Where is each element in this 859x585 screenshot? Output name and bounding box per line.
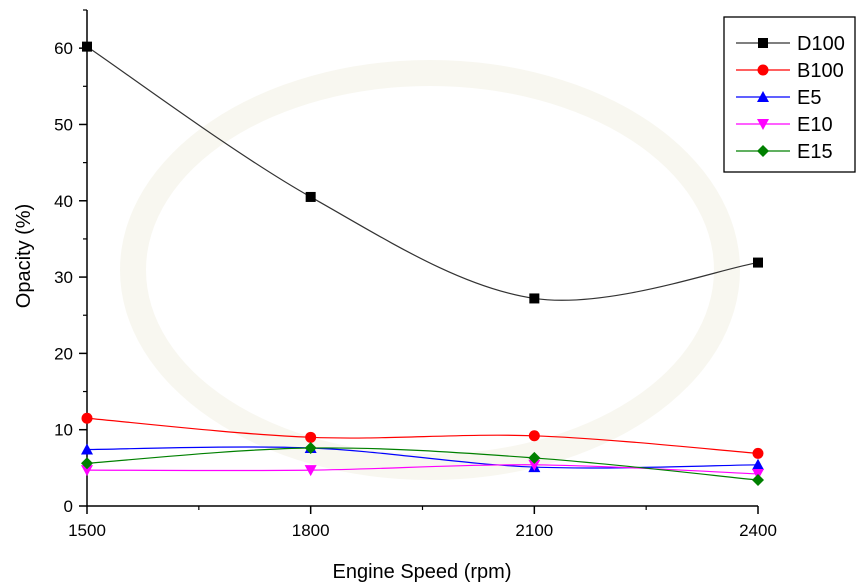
y-tick-label: 50 xyxy=(54,115,73,134)
x-axis-label: Engine Speed (rpm) xyxy=(333,561,512,583)
y-tick-label: 10 xyxy=(54,421,73,440)
data-point xyxy=(304,442,317,455)
data-point xyxy=(752,474,764,487)
series-line xyxy=(86,464,759,475)
axes: 0 10 20 30 40 50 60 1500 1800 2100 2400 xyxy=(54,9,777,540)
legend-marker xyxy=(757,91,769,102)
legend-label: E15 xyxy=(797,141,833,163)
legend-item: E15 xyxy=(736,141,833,163)
legend-label: D100 xyxy=(797,33,845,55)
data-point xyxy=(81,443,93,455)
series-d100 xyxy=(82,41,763,304)
data-point xyxy=(305,191,316,202)
legend-item: D100 xyxy=(736,33,845,55)
data-point xyxy=(528,451,541,464)
data-point xyxy=(752,458,764,470)
data-point xyxy=(753,257,763,268)
y-tick-label: 20 xyxy=(54,344,73,363)
series-line xyxy=(86,446,759,469)
legend-item: B100 xyxy=(736,60,844,82)
data-point xyxy=(82,41,92,52)
data-point xyxy=(528,430,540,442)
series-b100 xyxy=(81,412,764,459)
series-e15 xyxy=(81,442,764,487)
data-point xyxy=(81,412,93,424)
y-tick-label: 60 xyxy=(54,39,73,58)
legend-item: E5 xyxy=(736,87,821,109)
data-point xyxy=(529,293,540,304)
legend-label: E10 xyxy=(797,114,833,136)
data-point xyxy=(81,457,93,470)
x-tick-label: 2400 xyxy=(739,521,777,540)
data-point xyxy=(305,431,317,443)
legend-marker xyxy=(757,119,769,130)
data-point xyxy=(752,447,764,459)
y-tick-label: 40 xyxy=(54,192,73,211)
y-axis-label: Opacity (%) xyxy=(13,204,35,308)
x-tick-label: 1800 xyxy=(292,521,330,540)
y-tick-label: 0 xyxy=(64,497,73,516)
legend-label: B100 xyxy=(797,60,844,82)
data-point xyxy=(81,465,93,477)
series-line xyxy=(86,46,759,301)
x-tick-label: 2100 xyxy=(515,521,553,540)
legend: D100 B100 E5 E10 E15 xyxy=(723,16,856,173)
series-e5 xyxy=(81,442,764,473)
legend-marker xyxy=(757,145,769,157)
data-point xyxy=(528,459,541,471)
legend-label: E5 xyxy=(797,87,821,109)
y-axis-label-group: Opacity (%) xyxy=(13,204,35,308)
plot-area xyxy=(81,41,764,487)
x-tick-label: 1500 xyxy=(68,521,106,540)
data-point xyxy=(304,465,317,477)
legend-item: E10 xyxy=(736,114,833,136)
legend-marker xyxy=(758,38,768,48)
legend-marker xyxy=(757,64,769,76)
series-line xyxy=(86,417,759,454)
series-line xyxy=(86,447,759,481)
y-tick-label: 30 xyxy=(54,268,73,287)
